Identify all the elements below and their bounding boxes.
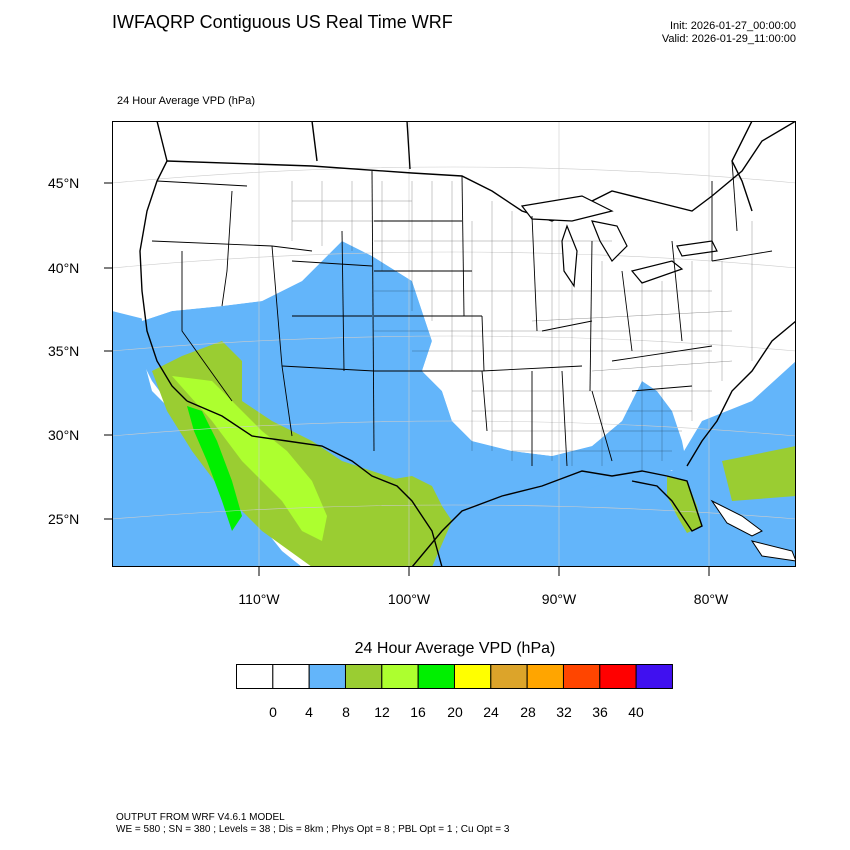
lat-label-35: 35°N [48, 343, 80, 359]
legend-tick-20: 20 [447, 704, 463, 720]
lat-label-30: 30°N [48, 427, 80, 443]
legend-tick-32: 32 [556, 704, 572, 720]
legend-tick-8: 8 [342, 704, 350, 720]
legend-tick-40: 40 [628, 704, 644, 720]
lat-label-40: 40°N [48, 260, 80, 276]
legend-swatch-11 [635, 664, 673, 689]
legend-colorbar [236, 664, 673, 689]
county-boundaries [291, 181, 753, 471]
vpd-map [112, 121, 796, 567]
legend-swatch-0 [236, 664, 274, 689]
legend-tick-4: 4 [305, 704, 313, 720]
lat-label-45: 45°N [48, 175, 80, 191]
map-frame [112, 121, 796, 567]
vpd-region-0-4 [137, 121, 796, 456]
lat-ticks [104, 182, 112, 520]
lon-ticks [258, 566, 710, 576]
great-lakes [520, 195, 718, 288]
legend-swatch-10 [599, 664, 637, 689]
init-time: Init: 2026-01-27_00:00:00 [670, 20, 796, 32]
lon-label-100w: 100°W [387, 591, 431, 607]
valid-time: Valid: 2026-01-29_11:00:00 [661, 33, 796, 45]
state-boundaries [151, 160, 773, 467]
legend-swatch-6 [453, 664, 492, 689]
legend-swatch-4 [381, 664, 419, 689]
legend-title: 24 Hour Average VPD (hPa) [354, 640, 556, 657]
legend-swatch-1 [272, 664, 310, 689]
vpd-region-8-12-florida [667, 476, 702, 533]
model-info-line1: OUTPUT FROM WRF V4.6.1 MODEL [116, 812, 285, 823]
lat-label-25: 25°N [48, 511, 80, 527]
legend-tick-16: 16 [410, 704, 426, 720]
model-info-line2: WE = 580 ; SN = 380 ; Levels = 38 ; Dis … [116, 824, 510, 835]
lon-label-110w: 110°W [238, 591, 280, 607]
legend-swatch-8 [526, 664, 564, 689]
legend-swatch-7 [490, 664, 528, 689]
pacific-ocean-fill [112, 311, 302, 567]
legend-tick-24: 24 [483, 704, 499, 720]
legend-tick-28: 28 [520, 704, 536, 720]
vpd-region-8-12-atlantic [722, 446, 796, 501]
legend-tick-36: 36 [592, 704, 608, 720]
vpd-region-12-16 [172, 376, 327, 541]
legend-tick-12: 12 [374, 704, 390, 720]
caribbean-islands [710, 499, 796, 562]
vpd-region-16-20 [187, 406, 242, 531]
legend-swatch-3 [344, 664, 383, 689]
field-subtitle: 24 Hour Average VPD (hPa) [117, 95, 255, 107]
legend-swatch-2 [308, 664, 346, 689]
legend-tick-0: 0 [269, 704, 277, 720]
legend-swatch-9 [562, 664, 601, 689]
vpd-region-8-12-texas [382, 476, 442, 521]
graticule-lines [112, 121, 796, 567]
map-title: IWFAQRP Contiguous US Real Time WRF [112, 12, 453, 32]
legend-swatch-5 [417, 664, 455, 689]
lon-label-80w: 80°W [693, 591, 729, 607]
lon-label-90w: 90°W [541, 591, 577, 607]
